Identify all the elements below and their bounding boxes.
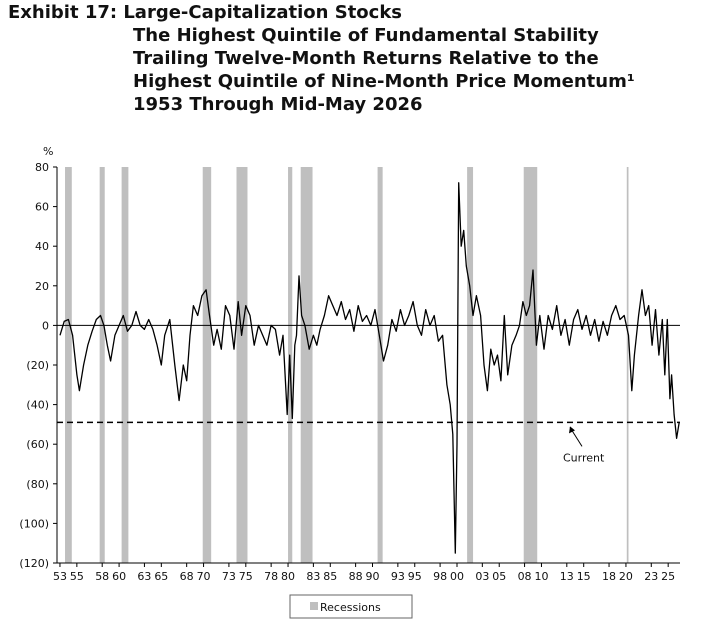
- y-tick-label: (40): [26, 399, 49, 412]
- y-tick-label: (120): [19, 557, 49, 570]
- recession-band: [626, 167, 629, 563]
- y-tick-label: (60): [26, 438, 49, 451]
- x-tick-label: 08: [518, 570, 532, 583]
- x-tick-label: 73: [222, 570, 236, 583]
- x-tick-label: 20: [619, 570, 633, 583]
- recession-band: [377, 167, 383, 563]
- x-tick-label: 75: [239, 570, 253, 583]
- x-tick-label: 95: [408, 570, 422, 583]
- recession-band: [202, 167, 212, 563]
- recession-band: [65, 167, 72, 563]
- y-tick-label: 40: [35, 240, 49, 253]
- y-tick-label: (80): [26, 478, 49, 491]
- y-tick-label: 0: [42, 319, 49, 332]
- y-tick-label: (100): [19, 517, 49, 530]
- recession-band: [236, 167, 248, 563]
- chart-title: Exhibit 17: Large-Capitalization Stocks: [8, 2, 402, 23]
- legend-swatch: [310, 602, 318, 610]
- chart-subtitle: 1953 Through Mid-May 2026: [133, 94, 423, 115]
- y-tick-label: (20): [26, 359, 49, 372]
- x-tick-label: 68: [180, 570, 194, 583]
- series-line: [59, 182, 680, 554]
- x-tick-label: 00: [450, 570, 464, 583]
- chart-subtitle: The Highest Quintile of Fundamental Stab…: [133, 25, 599, 46]
- x-tick-label: 85: [323, 570, 337, 583]
- recession-band: [467, 167, 474, 563]
- x-tick-label: 53: [53, 570, 67, 583]
- y-unit: %: [43, 145, 53, 158]
- x-tick-label: 60: [112, 570, 126, 583]
- x-tick-label: 03: [475, 570, 489, 583]
- x-tick-label: 15: [577, 570, 591, 583]
- recession-band: [121, 167, 129, 563]
- y-tick-label: 60: [35, 201, 49, 214]
- x-tick-label: 98: [433, 570, 447, 583]
- x-tick-label: 90: [366, 570, 380, 583]
- x-tick-label: 58: [95, 570, 109, 583]
- x-tick-label: 93: [391, 570, 405, 583]
- x-tick-label: 23: [644, 570, 658, 583]
- x-tick-label: 25: [661, 570, 675, 583]
- x-tick-label: 13: [560, 570, 574, 583]
- x-tick-label: 05: [492, 570, 506, 583]
- x-tick-label: 80: [281, 570, 295, 583]
- y-tick-label: 20: [35, 280, 49, 293]
- x-tick-label: 55: [70, 570, 84, 583]
- x-tick-label: 83: [306, 570, 320, 583]
- x-tick-label: 78: [264, 570, 278, 583]
- chart-subtitle: Trailing Twelve-Month Returns Relative t…: [133, 48, 599, 69]
- x-tick-label: 10: [534, 570, 548, 583]
- recession-band: [99, 167, 105, 563]
- arrow-head: [569, 426, 575, 434]
- x-tick-label: 63: [137, 570, 151, 583]
- x-tick-label: 18: [602, 570, 616, 583]
- y-tick-label: 80: [35, 161, 49, 174]
- x-tick-label: 65: [154, 570, 168, 583]
- chart-subtitle: Highest Quintile of Nine-Month Price Mom…: [133, 71, 635, 92]
- annotation: Current: [563, 451, 605, 464]
- legend-box: [289, 594, 413, 619]
- recession-band: [300, 167, 313, 563]
- recession-band: [523, 167, 538, 563]
- x-tick-label: 70: [197, 570, 211, 583]
- x-tick-label: 88: [349, 570, 363, 583]
- legend-label: Recessions: [320, 601, 381, 614]
